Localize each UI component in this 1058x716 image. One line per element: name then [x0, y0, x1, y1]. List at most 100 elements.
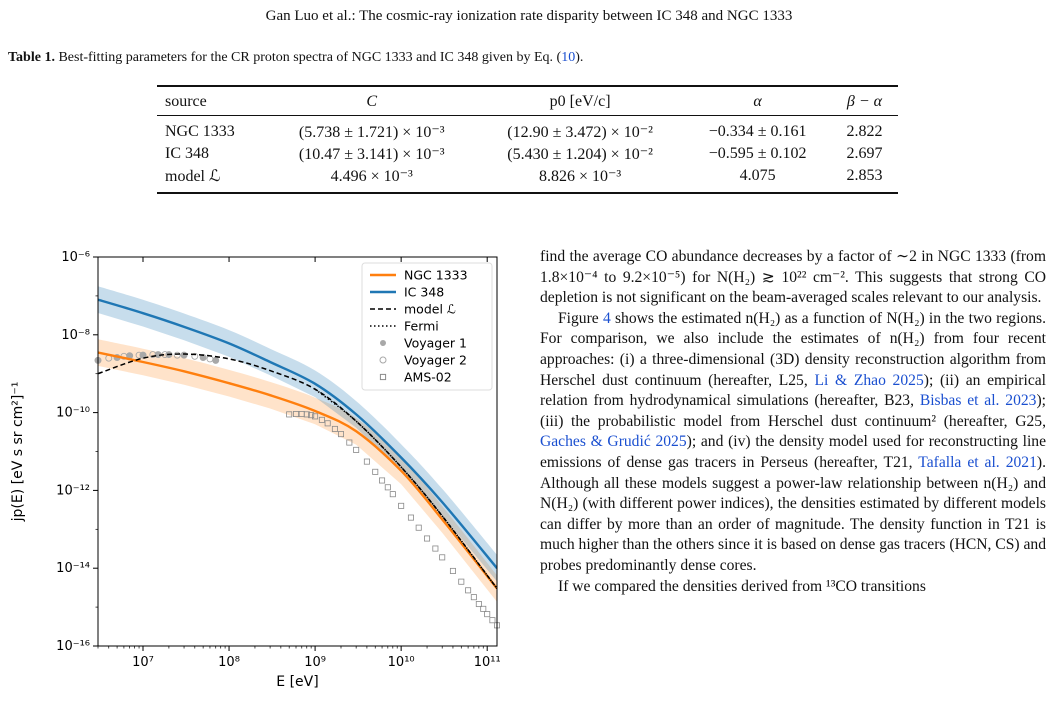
table-row: model ℒ 4.496 × 10⁻³ 8.826 × 10⁻³ 4.075 … — [157, 165, 898, 194]
paragraph-3: If we compared the densities derived fro… — [558, 577, 926, 595]
ams02-point — [470, 594, 477, 601]
ams02-point — [407, 514, 414, 521]
cell: 2.697 — [846, 145, 883, 162]
voyager2-point — [191, 352, 199, 360]
cell: (5.430 ± 1.204) × 10⁻² — [507, 146, 653, 163]
ams02-point — [331, 425, 338, 432]
body-text: find the average CO abundance decreases … — [540, 247, 1046, 597]
ams02-point — [415, 524, 422, 531]
ams02-point — [458, 578, 465, 585]
y-tick-label: 10⁻⁶ — [61, 250, 90, 265]
legend-label: model ℒ — [404, 302, 456, 317]
citation-link[interactable]: Tafalla et al. 2021 — [918, 453, 1037, 471]
figure-ref-link[interactable]: 4 — [602, 309, 611, 327]
ams02-point — [337, 431, 344, 438]
cell: IC 348 — [165, 145, 209, 162]
paragraph-2: Figure 4 shows the estimated n(H₂) as a … — [540, 309, 1046, 577]
citation-link[interactable]: Gaches & Grudić 2025 — [540, 433, 687, 451]
ams02-point — [384, 484, 391, 491]
legend-swatch — [379, 356, 387, 364]
voyager1-point — [212, 356, 220, 364]
ams02-point — [324, 420, 331, 427]
cell: 2.853 — [830, 165, 898, 194]
text: ); (ii) an empirical relation from hydro… — [540, 371, 1046, 410]
legend-label: Voyager 1 — [404, 336, 467, 351]
x-tick-label: 10¹⁰ — [388, 655, 415, 670]
ams02-point — [293, 411, 300, 418]
ams02-point — [312, 413, 319, 420]
cell: 4.496 × 10⁻³ — [267, 165, 476, 194]
cell: −0.334 ± 0.161 — [708, 123, 807, 140]
voyager2-point — [135, 351, 143, 359]
ams02-point — [475, 601, 482, 608]
legend-label: NGC 1333 — [404, 268, 468, 283]
legend-label: AMS-02 — [404, 370, 452, 385]
model--line — [98, 353, 497, 589]
x-axis-label: E [eV] — [276, 674, 318, 690]
ams02-point — [303, 411, 310, 418]
fermi-line — [314, 388, 497, 589]
table-row: NGC 1333 (5.738 ± 1.721) × 10⁻³ (12.90 ±… — [157, 116, 898, 144]
cell: NGC 1333 — [165, 123, 235, 140]
legend-label: IC 348 — [404, 285, 444, 300]
caption-end: ). — [575, 50, 584, 65]
ams02-point — [424, 535, 431, 542]
x-tick-label: 10⁹ — [304, 655, 326, 670]
legend-swatch — [379, 373, 387, 381]
x-tick-label: 10¹¹ — [474, 655, 501, 670]
ams02-point — [286, 411, 293, 418]
col-beta-alpha: β − α — [830, 86, 898, 116]
legend-label: Fermi — [404, 319, 439, 334]
ams02-point — [449, 567, 456, 574]
voyager2-point — [173, 351, 181, 359]
ams02-point — [489, 617, 496, 624]
legend-label: Voyager 2 — [404, 353, 467, 368]
ams02-point — [439, 554, 446, 561]
table-caption-text: Best-fitting parameters for the CR proto… — [58, 50, 562, 65]
y-tick-label: 10⁻¹² — [56, 483, 90, 498]
legend-swatch — [380, 340, 386, 346]
text: Figure — [558, 309, 603, 327]
y-tick-label: 10⁻¹⁶ — [56, 639, 90, 654]
citation-link[interactable]: Li & Zhao 2025 — [814, 371, 924, 389]
text: shows the estimated n(H₂) as a function … — [540, 309, 1046, 389]
cell: model ℒ — [157, 165, 268, 194]
legend-box — [361, 262, 493, 391]
running-header: Gan Luo et al.: The cosmic-ray ionizatio… — [265, 8, 793, 24]
table-caption: Table 1. Best-fitting parameters for the… — [8, 50, 583, 66]
ngc-1333-line — [98, 351, 497, 590]
x-tick-label: 10⁷ — [132, 655, 154, 670]
cell: (5.738 ± 1.721) × 10⁻³ — [298, 124, 445, 141]
citation-link[interactable]: Bisbas et al. 2023 — [919, 392, 1037, 410]
cell: 2.822 — [846, 123, 883, 140]
voyager2-point — [149, 351, 157, 359]
ams02-point — [465, 587, 472, 594]
text: ); (iii) the probabilistic model from He… — [540, 392, 1046, 430]
ams02-point — [353, 446, 360, 453]
ic-348-line — [98, 298, 497, 569]
voyager1-point — [180, 351, 188, 359]
cell: −0.595 ± 0.102 — [708, 145, 807, 162]
parameters-table: source C p0 [eV/c] α β − α NGC 1333 (5.7… — [157, 85, 898, 194]
col-alpha: α — [684, 86, 831, 116]
text: ); and (iv) the density model used for r… — [540, 433, 1046, 471]
col-source: source — [157, 86, 268, 116]
paragraph-1: find the average CO abundance decreases … — [540, 248, 1046, 307]
col-p0: p0 [eV/c] — [475, 86, 685, 116]
y-tick-label: 10⁻¹⁴ — [56, 561, 90, 576]
equation-ref-link[interactable]: 10 — [561, 50, 576, 65]
ams02-point — [379, 477, 386, 484]
ams02-point — [480, 605, 487, 612]
text: ). Although all these models suggest a p… — [540, 453, 1046, 574]
ams02-point — [308, 412, 315, 419]
ams02-point — [389, 491, 396, 498]
ams02-point — [318, 416, 325, 423]
y-tick-label: 10⁻¹⁰ — [56, 406, 90, 421]
y-tick-label: 10⁻⁸ — [61, 328, 90, 343]
ams02-point — [346, 439, 353, 446]
cell: 8.826 × 10⁻³ — [475, 165, 685, 194]
ams02-point — [484, 611, 491, 618]
table-label: Table 1. — [8, 50, 55, 65]
ams02-point — [432, 545, 439, 552]
ams02-point — [363, 458, 370, 465]
